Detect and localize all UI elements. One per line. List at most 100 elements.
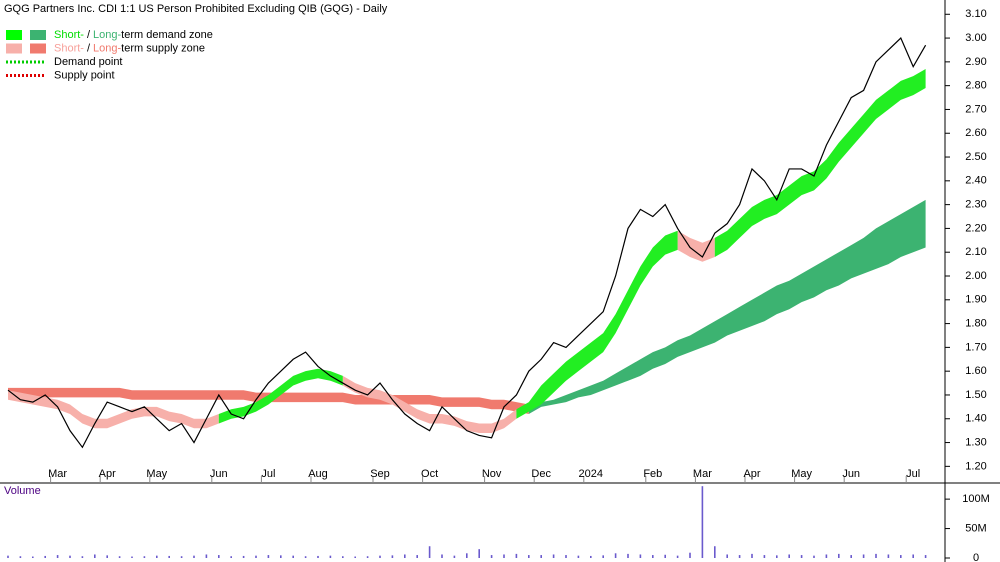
x-tick-label: Mar: [693, 468, 712, 480]
volume-bar: [552, 554, 555, 558]
volume-bar: [503, 554, 505, 558]
x-tick-label: Dec: [531, 468, 551, 480]
x-tick-label: Jul: [261, 468, 275, 480]
volume-bar: [850, 555, 852, 558]
legend-text: /: [87, 29, 91, 41]
y-tick-label: 2.30: [965, 199, 986, 211]
y-tick-label: 2.70: [965, 103, 986, 115]
price-line: [7, 37, 927, 449]
x-tick-label: Aug: [308, 468, 328, 480]
volume-bar: [94, 554, 96, 558]
x-tick-label: Sep: [370, 468, 390, 480]
volume-bar: [168, 555, 170, 558]
x-tick-label: Apr: [99, 468, 116, 480]
y-tick-label: 2.50: [965, 151, 986, 163]
volume-bar: [701, 486, 704, 558]
volume-bar: [614, 553, 617, 558]
volume-bar: [800, 555, 803, 558]
volume-bar: [19, 556, 22, 558]
volume-bar: [515, 553, 518, 558]
chart-title: GQG Partners Inc. CDI 1:1 US Person Proh…: [4, 3, 388, 15]
y-tick-label: 1.20: [965, 460, 986, 472]
volume-bar: [875, 553, 877, 558]
volume-bar: [106, 555, 108, 558]
volume-bar: [676, 555, 679, 558]
volume-bar: [205, 554, 208, 558]
x-tick-label: Oct: [421, 468, 438, 480]
volume-bar: [69, 555, 71, 558]
legend-text: term supply zone: [121, 42, 205, 54]
x-tick-label: Jul: [906, 468, 920, 480]
volume-bar: [267, 555, 270, 558]
volume-bar: [776, 555, 778, 558]
legend-text: Long-: [93, 29, 121, 41]
legend-text: Long-: [93, 42, 121, 54]
legend-text: /: [87, 42, 91, 54]
x-tick-label: Jun: [842, 468, 860, 480]
legend-text: Short-: [54, 42, 84, 54]
volume-bar: [825, 554, 828, 558]
volume-bar: [131, 556, 133, 558]
legend-label: Supply point: [54, 69, 115, 81]
zone-band: [516, 230, 678, 419]
volume-bar: [242, 555, 245, 558]
y-tick-label: 2.10: [965, 246, 986, 258]
x-tick-label: Mar: [48, 468, 67, 480]
volume-bar: [714, 546, 716, 558]
volume-title: Volume: [4, 485, 41, 497]
legend-label: Demand point: [54, 56, 123, 68]
volume-bar: [689, 552, 691, 558]
legend-text: Demand point: [54, 56, 123, 68]
volume-bar: [180, 556, 183, 558]
zone-band: [677, 230, 715, 262]
volume-bar: [379, 555, 381, 558]
zone-band: [8, 390, 219, 429]
y-tick-label: 2.60: [965, 127, 986, 139]
volume-bar: [540, 555, 542, 558]
y-tick-label: 2.20: [965, 222, 986, 234]
volume-bar: [565, 555, 567, 558]
y-tick-label: 1.90: [965, 294, 986, 306]
volume-bar: [862, 554, 865, 558]
y-tick-label: 2.80: [965, 80, 986, 92]
volume-bar: [664, 554, 666, 558]
volume-bar: [391, 555, 394, 558]
legend-label: Short- / Long-term demand zone: [54, 29, 213, 41]
volume-bar: [156, 555, 158, 558]
volume-bar: [56, 555, 59, 558]
x-tick-label: Apr: [743, 468, 760, 480]
volume-bar: [726, 554, 728, 558]
y-tick-label: 100M: [962, 493, 990, 505]
volume-bar: [218, 555, 220, 558]
legend-text: Supply point: [54, 69, 115, 81]
y-tick-label: 3.10: [965, 8, 986, 20]
volume-bar: [143, 556, 146, 558]
volume-bar: [32, 556, 34, 558]
volume-bar: [81, 556, 84, 558]
y-tick-label: 2.40: [965, 175, 986, 187]
volume-bar: [44, 555, 46, 558]
zone-band: [342, 375, 517, 434]
x-tick-label: Feb: [643, 468, 662, 480]
volume-bar: [627, 553, 629, 558]
legend-text: term demand zone: [121, 29, 213, 41]
volume-bar: [342, 556, 344, 558]
volume-bar: [900, 555, 902, 558]
volume-bar: [602, 555, 604, 558]
y-tick-label: 1.30: [965, 436, 986, 448]
y-tick-label: 1.40: [965, 413, 986, 425]
volume-bar: [639, 554, 642, 558]
volume-bar: [453, 555, 456, 558]
x-tick-label: Nov: [482, 468, 502, 480]
volume-bar: [490, 555, 493, 558]
zone-band: [714, 69, 926, 257]
x-tick-label: May: [146, 468, 167, 480]
volume-bar: [118, 556, 121, 558]
volume-bar: [763, 555, 766, 558]
volume-bar: [924, 555, 927, 558]
volume-bar: [652, 555, 654, 558]
volume-bar: [441, 554, 443, 558]
y-tick-label: 0: [973, 552, 979, 562]
x-tick-label: May: [791, 468, 812, 480]
volume-bar: [354, 556, 356, 558]
